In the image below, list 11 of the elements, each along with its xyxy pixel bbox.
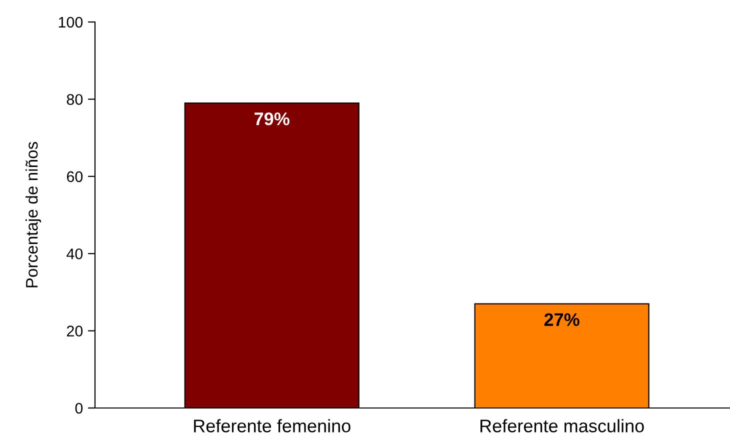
- y-tick-label: 0: [75, 402, 83, 414]
- y-axis-title: Porcentaje de niños: [26, 142, 42, 288]
- data-label: 27%: [544, 313, 580, 326]
- y-tick-label: 40: [66, 248, 83, 260]
- x-tick-label: Referente femenino: [194, 419, 350, 432]
- x-tick-label: Referente masculino: [480, 419, 644, 432]
- y-tick-label: 80: [66, 94, 83, 105]
- y-tick-label: 100: [58, 16, 83, 28]
- y-tick-label: 20: [66, 326, 83, 336]
- data-label: 79%: [254, 112, 290, 126]
- y-tick-label: 60: [66, 171, 83, 182]
